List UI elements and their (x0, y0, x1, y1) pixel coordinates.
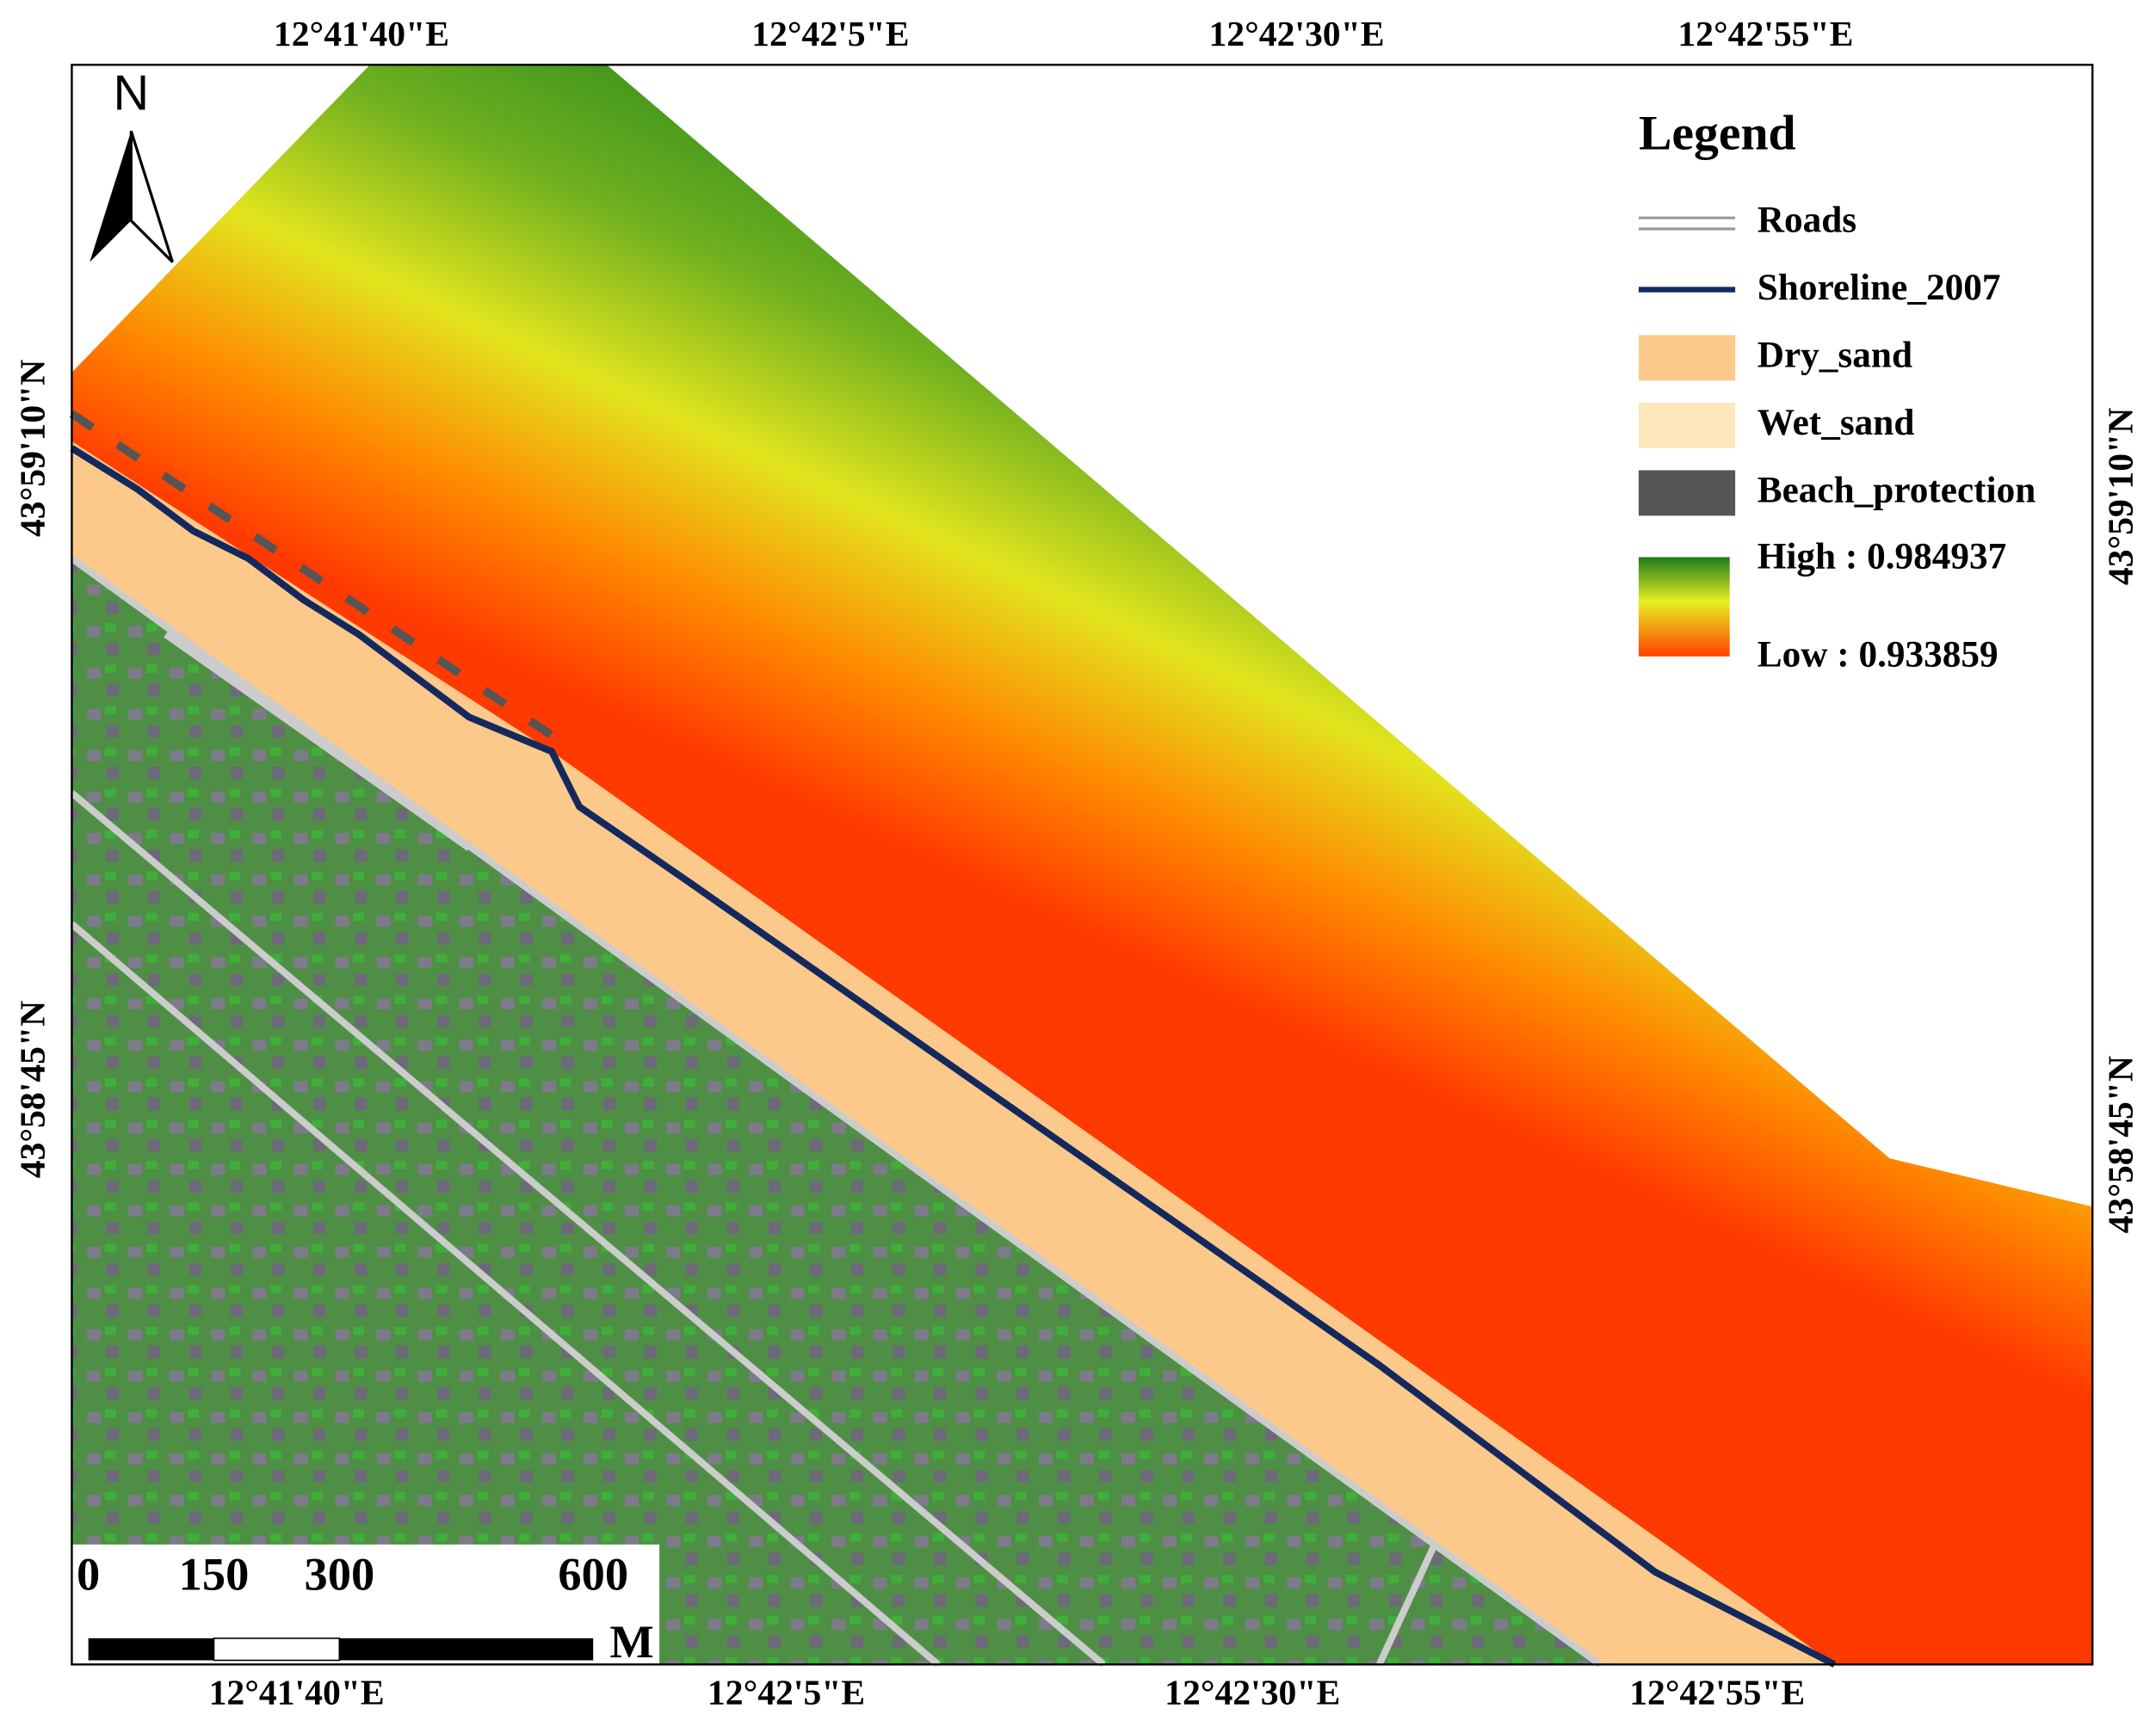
legend: Legend Roads Shoreline_2007 Dry_sand Wet… (1638, 106, 2036, 675)
arrow-right (129, 130, 174, 263)
road (1376, 1543, 1438, 1666)
scale-label: 150 (179, 1547, 250, 1600)
right-label: 43°59'10"N (2102, 408, 2141, 585)
beach-protection (69, 410, 568, 749)
legend-dry-sand (1638, 335, 1736, 381)
top-label: 12°42'5"E (751, 15, 909, 54)
scale-label: 600 (558, 1547, 628, 1600)
scale-label: 0 (77, 1547, 100, 1600)
top-label: 12°42'55"E (1677, 15, 1853, 54)
legend-title: Legend (1639, 106, 1796, 160)
legend-wet-sand (1638, 402, 1736, 448)
legend-low: Low : 0.933859 (1758, 633, 1998, 675)
scale-bar: 0 150 300 600 M (77, 1547, 654, 1668)
left-label: 43°59'10"N (13, 360, 53, 537)
nodata (71, 65, 370, 373)
scale-segment (88, 1638, 214, 1661)
scale-segment (213, 1638, 341, 1662)
frame (71, 64, 2094, 1666)
road (69, 790, 1106, 1668)
scale-label: 300 (304, 1547, 374, 1600)
sea-index (71, 65, 2093, 1665)
shoreline (70, 445, 1837, 1668)
roads (69, 555, 1603, 1668)
legend-label: Beach_protection (1758, 470, 2036, 511)
bottom-label: 12°41'40"E (209, 1674, 385, 1713)
north-label: N (114, 65, 150, 120)
scale-unit: M (609, 1615, 653, 1668)
dry-sand (71, 441, 1835, 1665)
legend-label: Shoreline_2007 (1758, 267, 2001, 308)
bottom-label: 12°42'55"E (1629, 1674, 1805, 1713)
legend-ramp (1638, 557, 1730, 657)
left-label: 43°58'45"N (13, 1001, 53, 1178)
road (164, 631, 472, 851)
bottom-label: 12°42'5"E (707, 1674, 865, 1713)
top-label: 12°42'30"E (1208, 15, 1384, 54)
road (70, 555, 1603, 1668)
legend-high: High : 0.984937 (1758, 536, 2007, 577)
scale-segment (339, 1638, 594, 1661)
right-label: 43°58'45"N (2102, 1056, 2141, 1233)
road (69, 921, 941, 1668)
coordinates: 12°41'40"E 12°42'5"E 12°42'30"E 12°42'55… (13, 15, 2141, 1713)
top-label: 12°41'40"E (274, 15, 449, 54)
legend-label: Roads (1758, 200, 1856, 241)
legend-label: Dry_sand (1758, 335, 1912, 376)
legend-beach-protection (1638, 470, 1736, 516)
legend-label: Wet_sand (1758, 402, 1915, 443)
bottom-label: 12°42'30"E (1164, 1674, 1340, 1713)
